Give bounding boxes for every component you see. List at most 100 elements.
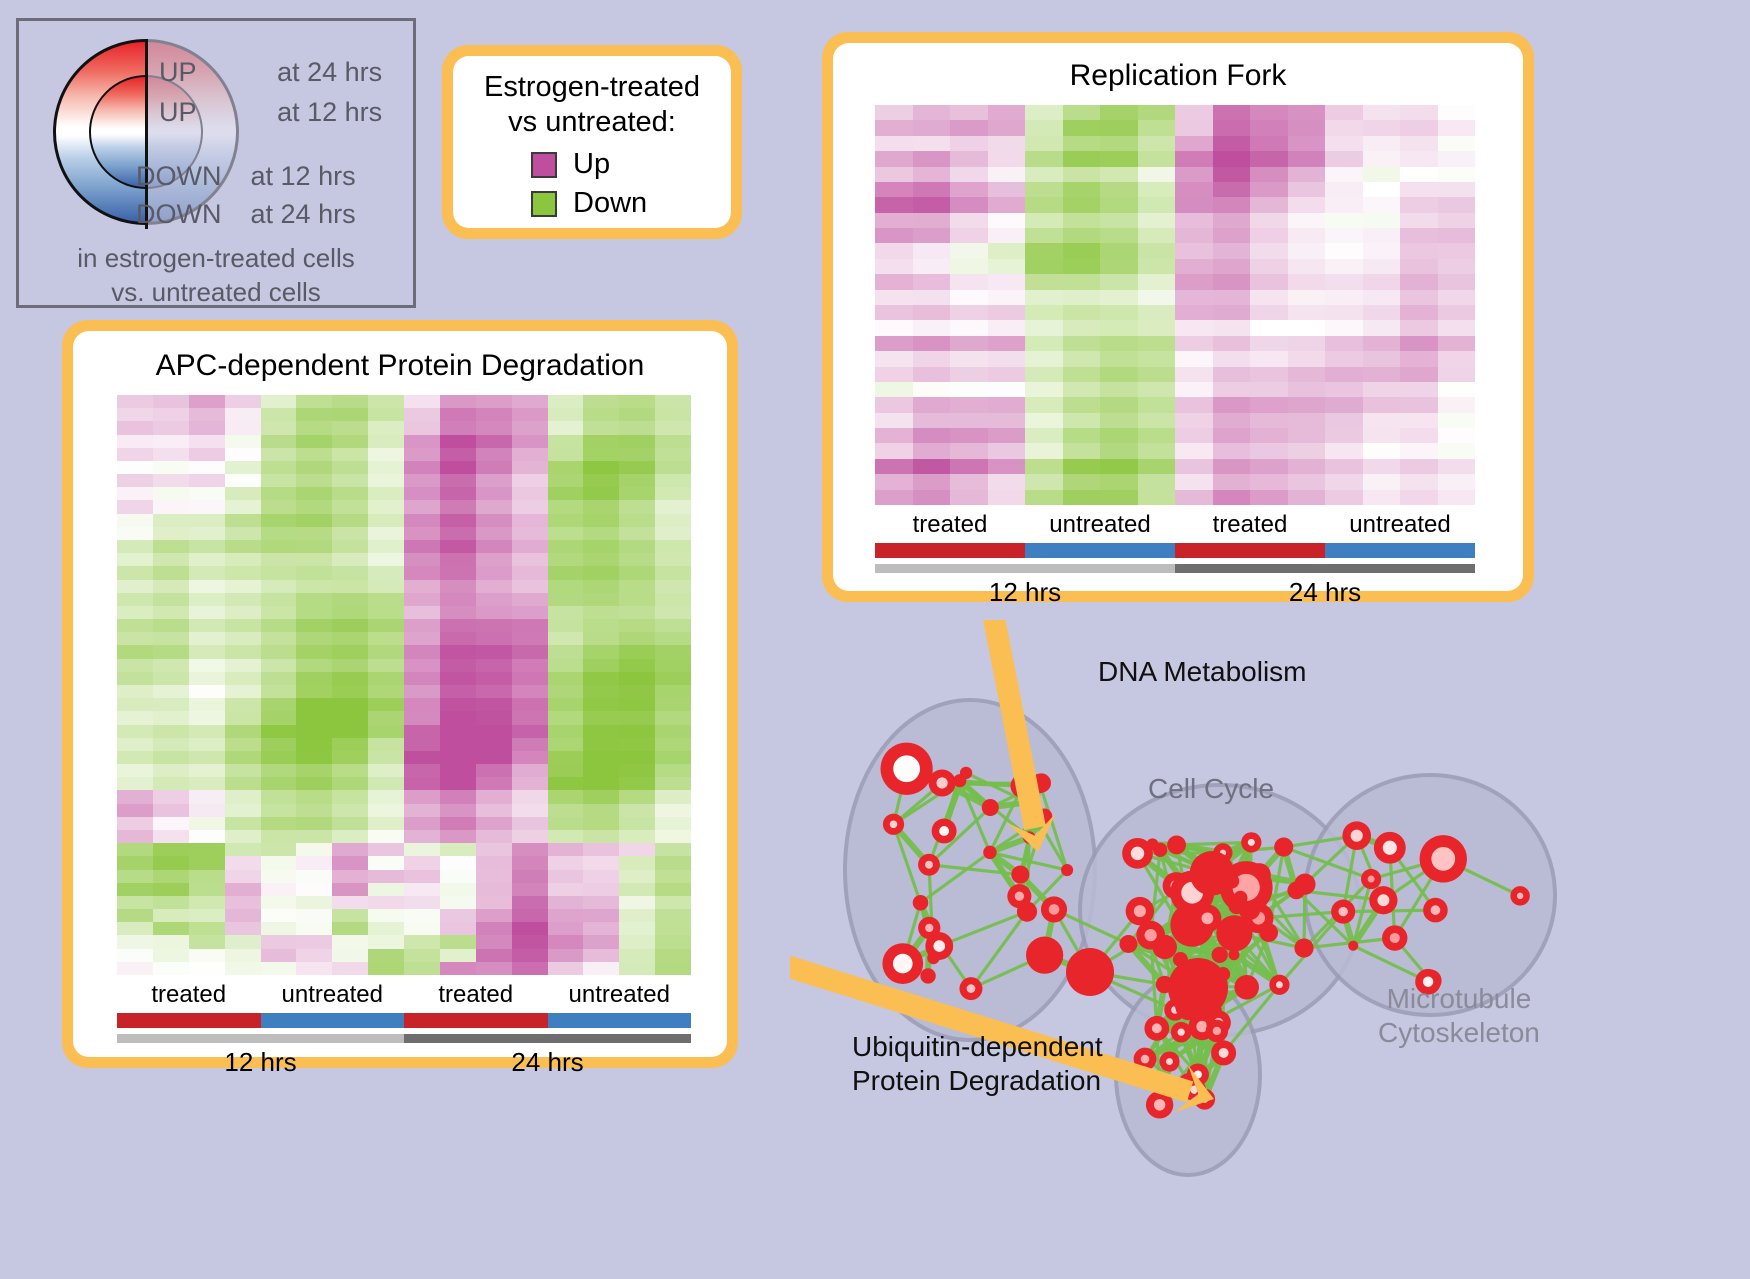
heatmap-cell [912,120,950,136]
network-node[interactable] [983,845,997,860]
heatmap-cell [117,895,153,910]
heatmap-cell [1250,351,1288,367]
heatmap-cell [296,592,333,606]
network-node[interactable] [1274,837,1294,857]
network-node[interactable] [1234,974,1260,1000]
down-swatch-icon [531,190,557,217]
heatmap-cell [475,421,512,435]
network-node[interactable] [920,968,936,984]
heatmap-cell [117,724,153,738]
heatmap-cell [1250,105,1288,121]
heatmap-cell [1362,443,1400,459]
heatmap-cell [1137,304,1175,321]
heatmap-cell [1250,289,1288,305]
heatmap-cell [152,579,189,593]
heatmap-cell [511,935,548,949]
heatmap-cell [260,500,297,514]
heatmap-cell [224,671,261,685]
network-node-core [1430,905,1441,915]
heatmap-cell [224,869,261,883]
heatmap-cell [619,408,656,422]
heatmap-cell [404,724,440,738]
network-node[interactable] [1233,890,1248,905]
heatmap-cell [260,869,297,883]
heatmap-cell [655,816,691,830]
heatmap-cell [475,579,512,593]
network-node[interactable] [1016,901,1038,922]
heatmap-cell [368,816,404,830]
heatmap-cell [439,539,476,554]
network-node[interactable] [981,798,999,817]
network-node[interactable] [1294,938,1314,958]
heatmap-cell [1250,381,1288,398]
network-node[interactable] [912,895,929,911]
heatmap-cell [439,487,476,501]
heatmap-cell [1325,212,1363,229]
legend-time-0: at 24 hrs [277,57,383,87]
heatmap-cell [1100,105,1138,121]
heatmap-cell [332,658,369,672]
heatmap-cell [1175,458,1213,475]
network-node[interactable] [1011,865,1030,884]
heatmap-cell [583,764,620,778]
heatmap-cell [655,737,691,751]
heatmap-cell [404,711,440,725]
heatmap-cell [1137,166,1175,182]
heatmap-cell [296,882,333,896]
network-node[interactable] [1228,949,1240,961]
network-node[interactable] [1119,934,1138,953]
network-node[interactable] [1287,881,1306,900]
apc-treatment-bar [117,1013,691,1028]
heatmap-cell [1025,197,1063,213]
heatmap-cell [655,698,691,712]
heatmap-cell [404,579,440,593]
heatmap-cell [260,408,297,422]
heatmap-cell [439,408,476,422]
heatmap-cell [475,658,512,672]
heatmap-cell [439,592,476,606]
heatmap-cell [1400,105,1438,121]
network-node[interactable] [953,774,967,788]
network-node[interactable] [1066,948,1114,996]
heatmap-cell [1062,458,1100,475]
network-node[interactable] [1189,851,1235,896]
time-label-0: 12 hrs [224,1047,297,1077]
heatmap-cell [950,243,988,259]
heatmap-cell [404,421,440,435]
heatmap-cell [547,447,584,461]
heatmap-cell [547,434,584,448]
heatmap-cell [1062,304,1100,321]
heatmap-cell [619,500,656,514]
heatmap-cell [439,447,476,461]
heatmap-cell [875,228,913,244]
network-node[interactable] [1211,946,1228,964]
legend-state-0: UP [159,57,197,87]
network-node[interactable] [1061,863,1074,877]
heatmap-cell [1437,135,1475,152]
network-edge [1351,878,1373,947]
heatmap-cell [1025,428,1063,444]
heatmap-cell [511,395,548,409]
heatmap-cell [1062,274,1100,290]
heatmap-cell [224,526,261,540]
heatmap-cell [547,829,584,844]
heatmap-cell [404,474,440,488]
heatmap-cell [1437,412,1475,429]
network-node[interactable] [1167,835,1187,855]
heatmap-cell [224,487,261,501]
network-node[interactable] [1259,923,1279,942]
legend-time-1: at 12 hrs [277,97,383,127]
network-node[interactable] [1168,958,1228,1018]
heatmap-cell [655,539,691,554]
network-node[interactable] [1348,940,1359,951]
network-node[interactable] [1152,842,1168,858]
heatmap-cell [1400,351,1438,367]
heatmap-cell [439,513,476,527]
network-node[interactable] [1216,915,1253,952]
heatmap-cell [1400,289,1438,305]
heatmap-cell [260,619,297,633]
heatmap-cell [547,408,584,422]
heatmap-cell [152,632,189,646]
network-edge [969,910,1029,990]
network-node[interactable] [1026,936,1064,974]
